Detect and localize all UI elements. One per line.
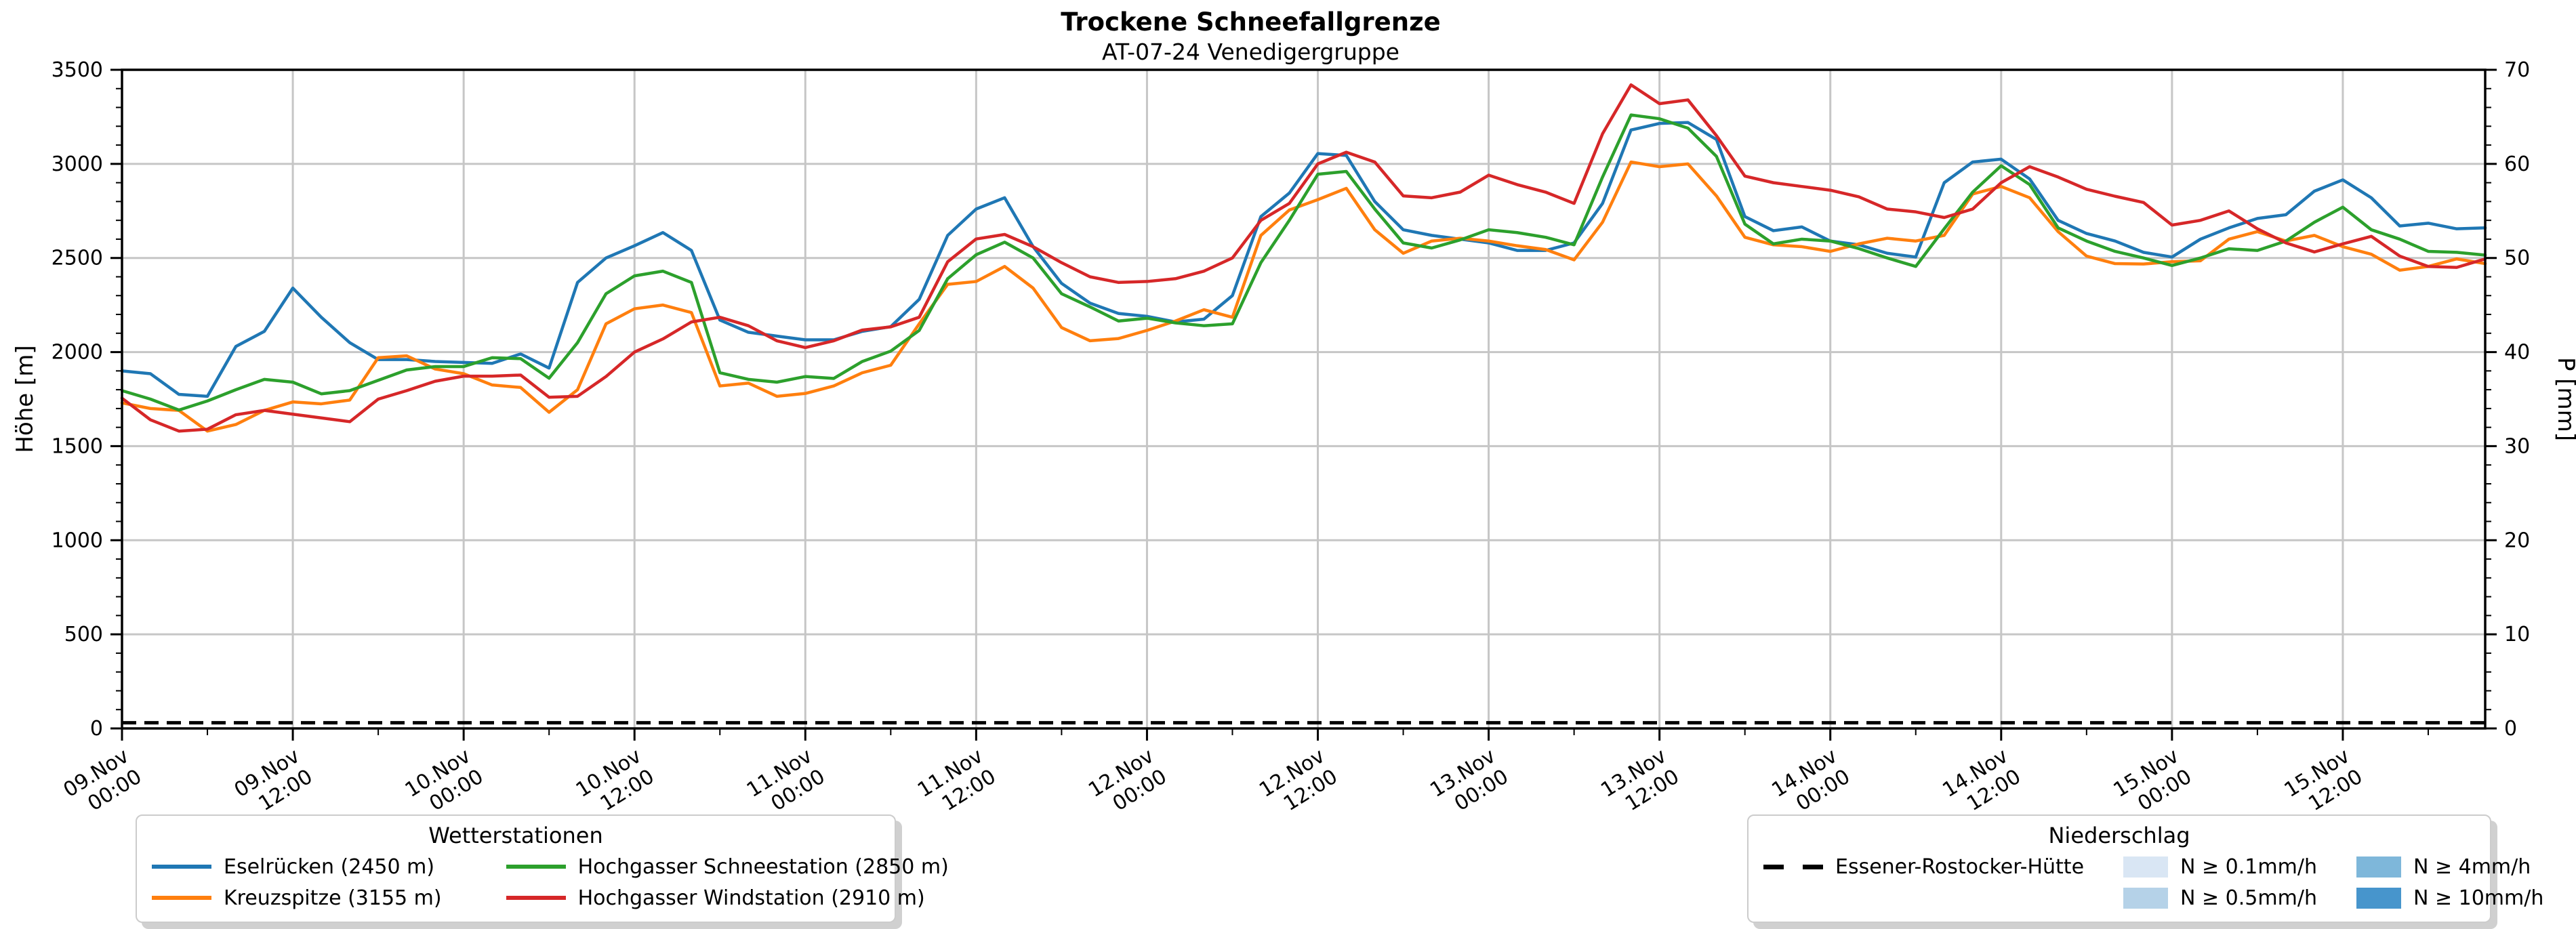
legend-item-kreuzspitze: Kreuzspitze (3155 m): [152, 882, 442, 913]
series-line-3: [120, 83, 2487, 433]
svg-text:30: 30: [2504, 434, 2530, 458]
legend-label: Eselrücken (2450 m): [224, 854, 435, 879]
legend-label: N ≥ 0.5mm/h: [2180, 886, 2317, 910]
svg-text:1500: 1500: [52, 434, 103, 458]
svg-text:70: 70: [2504, 58, 2530, 82]
legend-item-precip-10: N ≥ 10mm/h: [2356, 882, 2543, 913]
legend-precip-title: Niederschlag: [2048, 823, 2190, 848]
x-tick-label: 09.Nov00:00: [60, 744, 146, 823]
dashed-line-swatch-icon: [1763, 864, 1823, 869]
svg-text:10: 10: [2504, 623, 2530, 646]
svg-text:1000: 1000: [52, 529, 103, 552]
svg-text:3500: 3500: [52, 58, 103, 82]
x-tick-label: 09.Nov12:00: [230, 744, 317, 823]
x-tick-label: 13.Nov12:00: [1597, 744, 1683, 823]
x-tick-label: 12.Nov12:00: [1255, 744, 1342, 823]
legend-label: Hochgasser Windstation (2910 m): [577, 886, 925, 910]
precip-patch-0p5-icon: [2123, 887, 2169, 909]
x-tick-label: 11.Nov00:00: [743, 744, 830, 823]
legend-label: N ≥ 10mm/h: [2413, 886, 2544, 910]
svg-text:20: 20: [2504, 529, 2530, 552]
legend-item-schneestation: Hochgasser Schneestation (2850 m): [506, 851, 949, 882]
svg-text:40: 40: [2504, 341, 2530, 365]
legend-label: Essener-Rostocker-Hütte: [1835, 854, 2085, 879]
svg-text:2000: 2000: [52, 341, 103, 365]
line-swatch-orange-icon: [152, 896, 211, 900]
legend-stations-grid: Eselrücken (2450 m) Hochgasser Schneesta…: [137, 850, 949, 922]
legend-weather-stations: Wetterstationen Eselrücken (2450 m) Hoch…: [136, 814, 949, 923]
legend-spacer: [1763, 882, 2084, 913]
y-axis-label-right: P [mm]: [2552, 357, 2576, 441]
tick-labels: 0 500 1000 1500 2000 2500 3000 3500 0 10 20 30 40 50 6…: [12, 58, 2576, 823]
x-tick-label: 10.Nov12:00: [572, 744, 659, 823]
legend-item-windstation: Hochgasser Windstation (2910 m): [506, 882, 949, 913]
legend-item-precip-4: N ≥ 4mm/h: [2356, 851, 2543, 882]
x-tick-label: 12.Nov00:00: [1084, 744, 1171, 823]
line-swatch-blue-icon: [152, 865, 211, 869]
chart-subtitle: AT-07-24 Venedigergruppe: [1102, 39, 1399, 65]
chart-title: Trockene Schneefallgrenze: [1061, 7, 1441, 37]
legend-item-precip-0p1: N ≥ 0.1mm/h: [2123, 851, 2317, 882]
line-swatch-green-icon: [506, 865, 566, 869]
x-tick-label: 15.Nov00:00: [2109, 744, 2196, 823]
x-tick-label: 14.Nov12:00: [1938, 744, 2025, 823]
x-tick-label: 15.Nov12:00: [2281, 744, 2367, 823]
axis-ticks: [110, 68, 2497, 741]
series-line-0: [120, 121, 2487, 398]
series-line-2: [120, 113, 2487, 412]
precip-patch-4-icon: [2356, 856, 2401, 878]
legend-stations-title: Wetterstationen: [428, 823, 603, 848]
svg-text:500: 500: [64, 623, 103, 646]
svg-text:60: 60: [2504, 152, 2530, 176]
svg-text:0: 0: [2504, 717, 2517, 741]
svg-text:2500: 2500: [52, 247, 103, 270]
legend-precipitation: Niederschlag Essener-Rostocker-Hütte N ≥…: [1747, 814, 2543, 923]
gridlines: [122, 70, 2485, 728]
legend-item-precip-0p5: N ≥ 0.5mm/h: [2123, 882, 2317, 913]
legend-label: N ≥ 4mm/h: [2413, 854, 2531, 879]
legend-item-essener-huette: Essener-Rostocker-Hütte: [1763, 851, 2084, 882]
precip-patch-0p1-icon: [2123, 856, 2169, 878]
plot-frame: [121, 68, 2487, 730]
svg-text:50: 50: [2504, 247, 2530, 270]
x-tick-label: 11.Nov12:00: [914, 744, 1000, 823]
series-line-1: [120, 160, 2487, 433]
x-tick-label: 10.Nov00:00: [401, 744, 488, 823]
svg-text:3000: 3000: [52, 152, 103, 176]
x-tick-label: 13.Nov00:00: [1426, 744, 1513, 823]
legend-label: Hochgasser Schneestation (2850 m): [577, 854, 949, 879]
title-block: Trockene Schneefallgrenze AT-07-24 Vened…: [0, 7, 2501, 66]
x-tick-label: 14.Nov00:00: [1767, 744, 1854, 823]
legend-label: Kreuzspitze (3155 m): [224, 886, 442, 910]
legend-item-eselruecken: Eselrücken (2450 m): [152, 851, 442, 882]
y-axis-label-left: Höhe [m]: [12, 345, 39, 453]
svg-text:0: 0: [90, 717, 103, 741]
precip-patch-10-icon: [2356, 887, 2401, 909]
legend-precip-grid: Essener-Rostocker-Hütte N ≥ 0.1mm/h N ≥ …: [1749, 850, 2543, 922]
legend-label: N ≥ 0.1mm/h: [2180, 854, 2317, 879]
line-swatch-red-icon: [506, 896, 566, 900]
